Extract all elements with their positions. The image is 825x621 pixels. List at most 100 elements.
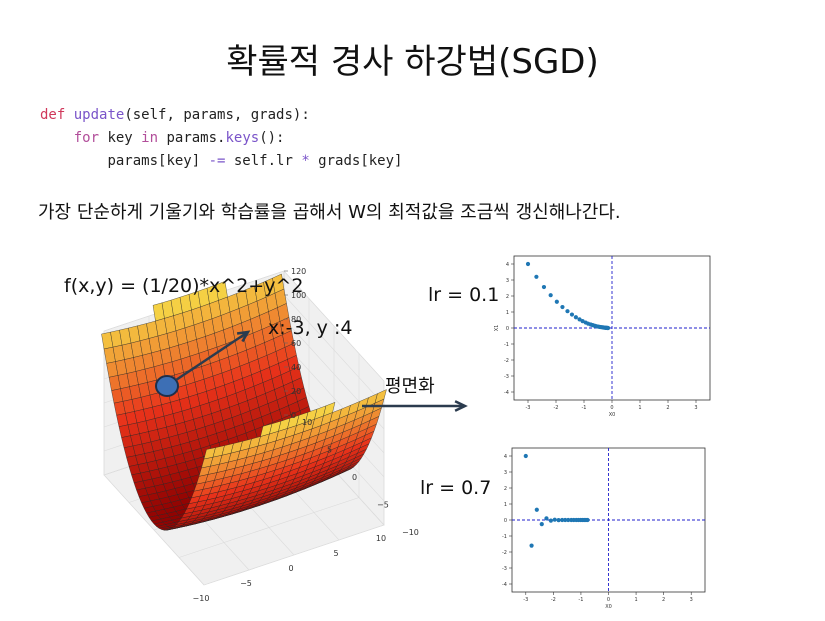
scatter-lr-0-1: -3 -2 -1 0 1 2 3 -4 -3 -2 -1 0 1 2 3 4 X0 X1: [494, 255, 711, 418]
z-tick-label: 120: [291, 267, 306, 276]
x-tick-label: −10: [193, 594, 210, 603]
y-tick-label: −5: [377, 501, 389, 510]
y-tick-label: 2: [504, 486, 507, 492]
code-line-3: params[key] -= self.lr * grads[key]: [40, 153, 402, 169]
y-tick-label: -3: [502, 566, 507, 572]
code-text: key: [99, 130, 142, 146]
y-tick-label: 2: [506, 294, 509, 300]
x-tick-label: -3: [526, 405, 531, 411]
y-tick-label: -4: [504, 390, 509, 396]
function-label: f(x,y) = (1/20)*x^2+y^2: [64, 275, 304, 297]
start-point-marker: [155, 375, 179, 397]
scatter-lr-0-7: -3 -2 -1 0 1 2 3 -4 -3 -2 -1 0 1 2 3 4 X0: [502, 447, 706, 610]
data-point: [541, 284, 547, 290]
lr-bottom-label: lr = 0.7: [420, 477, 492, 499]
code-method-keys: keys: [225, 130, 260, 146]
y-tick-label: 1: [506, 310, 509, 316]
contour-label: 평면화: [385, 376, 435, 397]
data-point: [566, 517, 571, 523]
data-point: [548, 518, 553, 523]
data-point: [539, 522, 544, 527]
data-point: [548, 293, 553, 298]
code-keyword-for: for: [73, 130, 100, 146]
x-axis-label: X0: [609, 412, 616, 418]
y-tick-label: 5: [327, 446, 332, 455]
code-line-2: for key in params.keys():: [40, 130, 285, 146]
data-point: [573, 315, 578, 320]
y-tick-label: -4: [502, 582, 507, 588]
y-tick-label: 10: [302, 418, 312, 427]
code-block: def update(self, params, grads): for key…: [40, 104, 402, 173]
x-tick-label: −5: [240, 579, 252, 588]
y-tick-label: -3: [504, 374, 509, 380]
contour-arrow: [362, 400, 468, 412]
x-tick-label: 1: [634, 597, 637, 603]
y-tick-label: -1: [502, 534, 507, 540]
z-tick-label: 0: [291, 411, 296, 420]
z-tick-label: 100: [291, 291, 306, 300]
x-tick-label: -2: [551, 597, 556, 603]
data-point: [560, 517, 565, 523]
data-point: [556, 518, 561, 523]
slide-title: 확률적 경사 하강법(SGD): [226, 42, 599, 82]
code-text: ():: [259, 130, 285, 146]
data-point: [585, 517, 590, 523]
data-point: [534, 274, 539, 279]
code-operator: *: [301, 153, 310, 169]
x-tick-label: -1: [582, 405, 587, 411]
data-point: [560, 304, 565, 310]
start-point-arrow: [175, 330, 251, 382]
y-tick-label: 4: [506, 262, 509, 268]
code-text: params.: [158, 130, 226, 146]
x-tick-label: -3: [523, 597, 528, 603]
code-keyword-def: def: [40, 107, 66, 123]
description-text: 가장 단순하게 기울기와 학습률을 곱해서 W의 최적값을 조금씩 갱신해나간다…: [38, 202, 621, 223]
y-tick-label: −10: [402, 528, 419, 537]
lr-top-label: lr = 0.1: [428, 284, 500, 306]
x-tick-label: -2: [554, 405, 559, 411]
x-tick-label: 0: [610, 405, 613, 411]
y-tick-label: 0: [352, 473, 357, 482]
data-point: [569, 312, 575, 317]
data-point: [523, 453, 528, 459]
data-point: [577, 317, 582, 322]
x-tick-label: -1: [578, 597, 583, 603]
data-point: [552, 517, 557, 522]
data-point: [605, 325, 611, 331]
start-point-arrow-head: [236, 330, 251, 343]
y-tick-label: 1: [504, 502, 507, 508]
y-tick-label: 3: [504, 470, 507, 476]
z-tick-label: 60: [291, 339, 301, 348]
start-point-arrow-shaft: [175, 330, 249, 382]
code-text: params[key]: [107, 153, 209, 169]
z-tick-label: 20: [291, 387, 301, 396]
code-text: grads[key]: [309, 153, 403, 169]
y-tick-label: -1: [504, 342, 509, 348]
x-tick-label: 3: [694, 405, 697, 411]
data-point: [525, 261, 531, 267]
x-tick-label: 3: [690, 597, 693, 603]
x-tick-label: 1: [638, 405, 641, 411]
data-point: [565, 309, 570, 314]
x-tick-label: 0: [607, 597, 610, 603]
y-tick-label: 0: [504, 518, 507, 524]
y-axis-label: X1: [494, 325, 500, 332]
code-function-name: update: [73, 107, 125, 123]
x-tick-label: 2: [666, 405, 669, 411]
code-text: self.lr: [225, 153, 302, 169]
y-tick-label: 4: [504, 454, 507, 460]
surface-plot: 0 20 40 60 80 100 120 −10 −5 0 5 10 −10 −5 0 5 10: [101, 267, 419, 603]
code-keyword-in: in: [141, 130, 159, 146]
contour-arrow-head: [454, 400, 468, 412]
start-point-label: x:-3, y :4: [268, 317, 353, 339]
data-point: [529, 543, 534, 548]
code-line-1: def update(self, params, grads):: [40, 107, 310, 123]
x-tick-label: 0: [288, 564, 293, 573]
x-axis-label: X0: [605, 604, 612, 610]
data-point: [563, 517, 568, 523]
code-operator: -=: [208, 153, 226, 169]
surface-cell: [323, 402, 336, 417]
data-point: [534, 507, 539, 512]
x-tick-label: 5: [333, 549, 338, 558]
